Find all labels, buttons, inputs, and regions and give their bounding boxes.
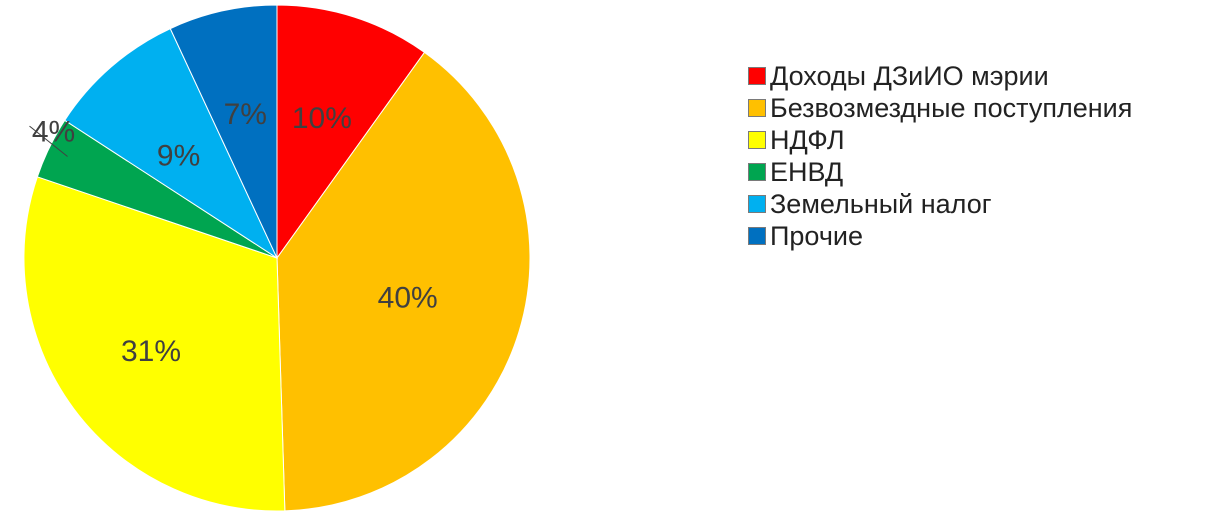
legend-label: ЕНВД [770,156,844,187]
pie-data-label: 40% [378,281,438,314]
legend-swatch [748,99,766,117]
legend-label: НДФЛ [770,124,845,155]
legend-swatch [748,131,766,149]
pie-slice [64,27,279,260]
legend-item: Прочие [748,220,1132,252]
pie-slice [276,4,426,260]
pie-data-label: 9% [157,140,200,173]
legend-item: Земельный налог [748,188,1132,220]
pie-chart: 10% 40% 31% 4% 9% 7% [23,4,531,512]
pie-data-labels: 10% 40% 31% 4% 9% 7% [29,98,438,368]
legend-swatch [748,195,766,213]
pie-data-label: 7% [224,98,267,131]
pie-data-label: 4% [32,116,75,149]
pie-data-label: 10% [292,102,352,135]
legend-label: Прочие [770,220,864,251]
chart-legend: Доходы ДЗиИО мэрии Безвозмездные поступл… [748,60,1132,252]
legend-label: Доходы ДЗиИО мэрии [770,60,1049,91]
label-leader-line [29,125,68,157]
pie-data-label: 31% [121,335,181,368]
pie-slices [23,4,531,512]
pie-slice [23,176,286,512]
legend-item: Доходы ДЗиИО мэрии [748,60,1132,92]
legend-label: Земельный налог [770,188,992,219]
legend-item: ЕНВД [748,156,1132,188]
pie-slice [276,51,531,512]
legend-item: Безвозмездные поступления [748,92,1132,124]
legend-swatch [748,227,766,245]
legend-swatch [748,67,766,85]
pie-slice [169,4,278,259]
legend-item: НДФЛ [748,124,1132,156]
legend-label: Безвозмездные поступления [770,92,1133,123]
legend-swatch [748,163,766,181]
